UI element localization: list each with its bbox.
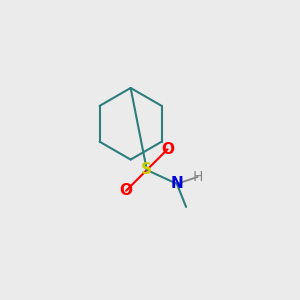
Text: O: O	[161, 142, 174, 157]
Text: O: O	[119, 183, 133, 198]
Text: S: S	[141, 163, 152, 178]
Text: H: H	[193, 170, 203, 184]
Text: N: N	[170, 176, 183, 191]
